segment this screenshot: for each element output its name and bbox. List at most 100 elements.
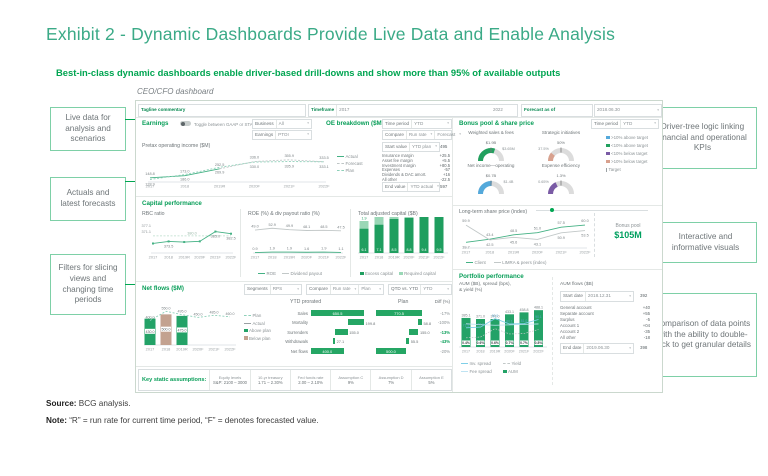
slider-handle[interactable]	[550, 208, 554, 212]
tac-chart[interactable]: 6.11.98.120177.12.810.120188.53.311.8201…	[356, 193, 450, 272]
svg-text:2017: 2017	[462, 350, 470, 354]
shareprice-chart[interactable]: 39.7 43.4 48.5 51.0 57.5 60.0 59.9 42.5 45.6 43.1…	[457, 214, 591, 265]
waterfall-bar	[311, 347, 344, 354]
svg-text:450.0: 450.0	[194, 312, 203, 316]
svg-text:2022F: 2022F	[533, 350, 544, 354]
segments-dropdown[interactable]: Segments RPS ▾	[244, 284, 302, 295]
svg-text:458.8: 458.8	[520, 308, 529, 312]
tagline-box[interactable]: Tagline commentary	[138, 104, 306, 117]
svg-text:0.7%: 0.7%	[506, 341, 514, 345]
svg-text:1.6: 1.6	[304, 247, 309, 251]
timeframe-slider[interactable]	[536, 208, 648, 212]
svg-text:336.0: 336.0	[250, 156, 260, 160]
portfolio-header: Portfolio performance	[459, 273, 524, 280]
roe-chart[interactable]: 0.9 1.9 1.9 1.6 1.9 1.1 49.0 52.9 49.9 48.1 48.5 47…	[246, 217, 347, 272]
legend-item: Actual	[244, 321, 271, 326]
bonus-pool-label: Bonus pool	[615, 223, 641, 229]
oe-time-period-dropdown[interactable]: Time period YTD ▾	[382, 119, 452, 129]
waterfall-value: 155.0	[419, 329, 430, 335]
ceo-cfo-dashboard: Tagline commentary Timeframe 2017 2022 F…	[135, 100, 663, 393]
netflows-compare-dropdown[interactable]: Compare Run rate ▾ Plan ▾	[306, 284, 384, 295]
svg-text:37.5%: 37.5%	[538, 147, 549, 151]
roe-title: ROE (%) & div payout ratio (%)	[248, 211, 320, 217]
gauge[interactable]: 50% 37.5%	[533, 136, 589, 169]
svg-text:2018: 2018	[180, 184, 189, 189]
svg-text:2018: 2018	[375, 255, 384, 260]
svg-text:495.0: 495.0	[178, 310, 187, 314]
oe-start-value: 495	[440, 143, 448, 149]
svg-text:$1.9B: $1.9B	[486, 140, 497, 145]
legend-item: Plan	[337, 168, 363, 173]
svg-text:371.0: 371.0	[491, 315, 500, 319]
rbc-chart[interactable]: 380.0 377.1 371.1 373.5 385.0 382.5 2017 2018 20…	[140, 217, 237, 272]
svg-text:2019R: 2019R	[490, 350, 501, 354]
callout-comparison: Comparison of data points with the abili…	[648, 293, 757, 377]
svg-text:52.9: 52.9	[269, 223, 276, 227]
svg-text:$1.4B: $1.4B	[504, 180, 514, 184]
svg-text:2018: 2018	[268, 255, 277, 260]
svg-text:1.3%: 1.3%	[556, 173, 566, 178]
list-item: All other -18	[560, 335, 650, 340]
note-line: Note: “R” = run rate for current time pe…	[46, 416, 319, 425]
tac-legend: Excess capital Required capital	[360, 271, 436, 276]
list-item: General account +40	[560, 305, 650, 310]
svg-text:49.0: 49.0	[251, 225, 258, 229]
oe-compare-dropdown[interactable]: Compare Run rate ▾ Forecast ▾	[382, 130, 461, 140]
plan-title: Plan	[398, 299, 409, 305]
waterfall-bar	[409, 328, 419, 335]
svg-text:371.0: 371.0	[476, 315, 485, 319]
earnings-dropdown[interactable]: Earnings PTOI ▾	[252, 130, 312, 140]
svg-text:550.0: 550.0	[162, 306, 171, 310]
legend-item: Required capital	[399, 271, 436, 276]
svg-text:1.9: 1.9	[362, 217, 367, 221]
oe-header: OE breakdown ($M)	[326, 120, 384, 127]
gaap-stat-toggle[interactable]	[180, 121, 191, 126]
qtd-ytd-dropdown[interactable]: QTD vs. YTD YTD ▾	[388, 284, 452, 295]
assumption-cell: Assumption E 5%	[410, 370, 451, 390]
svg-text:485.0: 485.0	[210, 310, 219, 314]
legend-item: Dividend payout	[282, 271, 322, 276]
legend-item: <10% below target	[606, 151, 648, 156]
legend-item: AUM	[503, 369, 545, 374]
aum-end-value: 398	[640, 345, 648, 350]
list-item: Account 2 -35	[560, 329, 650, 334]
shareprice-legend: Client LIMRA & peers (index)	[466, 260, 546, 265]
legend-item: Fee spread	[461, 369, 503, 374]
svg-text:0.6%: 0.6%	[491, 341, 499, 345]
assumption-cell: Equity levels S&P: 2100 – 3000	[209, 370, 249, 390]
svg-text:500.0: 500.0	[162, 328, 171, 332]
assumption-cell: Fed funds rate 2.00 – 2.10%	[289, 370, 330, 390]
diff-value: -20%	[440, 348, 450, 354]
svg-text:430.0: 430.0	[146, 330, 155, 334]
callout-driver-tree: Driver-tree logic linking financial and …	[648, 107, 757, 169]
forecast-date-dropdown[interactable]: 2018.06.30 ▾	[594, 104, 662, 117]
end-date-dropdown[interactable]: End date 2019.06.30 ▾	[560, 343, 634, 354]
svg-text:2021F: 2021F	[318, 255, 330, 260]
gauge[interactable]: 1.3% 0.65%	[533, 169, 589, 202]
business-dropdown[interactable]: Business All ▾	[252, 119, 312, 129]
callout-interactive: Interactive and informative visuals	[654, 222, 757, 263]
gauge[interactable]: $1.9B $3.65M	[463, 136, 519, 169]
bonus-time-dropdown[interactable]: Time period YTD ▾	[591, 119, 659, 129]
bonus-pool-value: $105M	[614, 230, 642, 240]
svg-text:45.6: 45.6	[510, 240, 517, 244]
note-label: Note:	[46, 416, 67, 425]
aum-chart[interactable]: 385.1 0.4% 371.0 0.6% 371.0 0.6% 433.1 0.7% 458.…	[457, 295, 549, 364]
svg-text:252.5: 252.5	[215, 163, 225, 167]
oe-start-dropdown[interactable]: Start value YTD plan ▾	[382, 142, 440, 152]
svg-text:335.9: 335.9	[284, 165, 294, 169]
svg-text:460.0: 460.0	[226, 312, 235, 316]
ptoi-chart[interactable]: 148.8 173.0 252.5 336.0 355.9 333.5 128.9 186.0…	[140, 150, 332, 197]
legend-item: Yield	[503, 361, 545, 366]
list-item: Dividends & DAC amort. +16	[382, 172, 450, 178]
oe-end-value: 597	[440, 183, 448, 189]
aum-flows-title: AUM flows ($B)	[560, 282, 594, 287]
svg-text:2022F: 2022F	[318, 184, 330, 189]
netflows-bar-chart[interactable]: 430.0 500.0 475.0 400.0 550.0 495.0 450.0 485.0…	[140, 297, 240, 362]
gauge[interactable]: $0.7B $1.4B	[463, 169, 519, 202]
svg-text:2020F: 2020F	[504, 350, 515, 354]
svg-text:50.9: 50.9	[558, 236, 565, 240]
start-date-dropdown[interactable]: Start date 2018.12.31 ▾	[560, 291, 634, 302]
oe-end-dropdown[interactable]: End value YTD actual ▾	[382, 182, 440, 192]
svg-text:355.9: 355.9	[284, 154, 294, 158]
